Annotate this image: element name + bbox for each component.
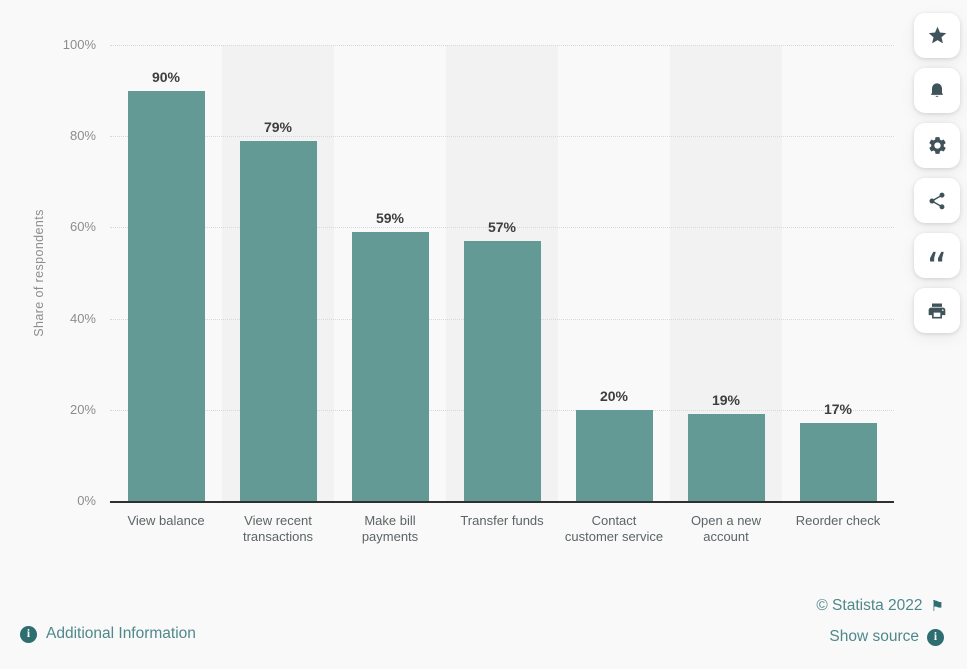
bell-icon [927,81,947,101]
additional-information-link[interactable]: i Additional Information [20,625,196,643]
notifications-button[interactable] [914,68,960,113]
category-label: Reorder check [795,513,881,528]
copyright-row: © Statista 2022 ⚑ [816,595,944,617]
bar[interactable] [687,414,765,501]
plot-area: 90% 79% 59% 57% 20% 19% 17% [110,45,894,503]
bar-value-label: 20% [599,387,629,404]
favorite-button[interactable] [914,13,960,58]
bar[interactable] [239,140,317,501]
bar[interactable] [463,241,541,501]
share-icon [927,191,947,211]
bar[interactable] [799,423,877,501]
print-button[interactable] [914,288,960,333]
bar-value-label: 90% [151,68,181,85]
show-source-link[interactable]: Show source i [816,626,944,648]
y-tick-label: 100% [62,37,96,52]
category-label: View balance [127,513,205,528]
y-tick-label: 80% [69,128,96,144]
gear-icon [927,135,948,156]
bar-value-label: 79% [263,118,293,135]
category-label: Open a new account [690,513,762,544]
settings-button[interactable] [914,123,960,168]
bar[interactable] [351,231,429,501]
gridline [110,45,894,46]
quote-icon: “ [926,244,948,279]
category-label: View recent transactions [242,513,314,544]
chart-toolbar: “ [914,13,960,333]
category-label: Make bill payments [361,513,419,544]
y-tick-label: 60% [69,219,96,235]
copyright-label: © Statista 2022 [816,597,923,614]
print-icon [927,301,947,321]
gridline [110,227,894,229]
footer-right: © Statista 2022 ⚑ Show source i [816,595,944,657]
bar[interactable] [127,90,205,501]
additional-information-label: Additional Information [46,625,196,642]
bar-value-label: 57% [487,219,517,236]
y-tick-label: 20% [69,401,96,417]
y-tick-label: 40% [69,310,96,326]
x-axis-labels: View balance View recent transactions Make… [110,513,894,573]
gridline [110,136,894,138]
category-label: Contact customer service [564,513,664,544]
bar[interactable] [575,409,653,501]
y-tick-label: 0% [77,493,96,508]
star-icon [927,25,948,46]
bar-value-label: 17% [823,401,853,418]
flag-icon[interactable]: ⚑ [930,596,944,615]
share-button[interactable] [914,178,960,223]
bar-value-label: 59% [375,209,405,226]
category-label: Transfer funds [460,513,544,528]
y-axis-tick-labels: 0% 20% 40% 60% 80% 100% [0,37,96,508]
info-icon: i [927,628,944,646]
info-icon: i [20,625,37,643]
cite-button[interactable]: “ [914,233,960,278]
bar-value-label: 19% [711,392,741,409]
show-source-label: Show source [829,628,919,645]
